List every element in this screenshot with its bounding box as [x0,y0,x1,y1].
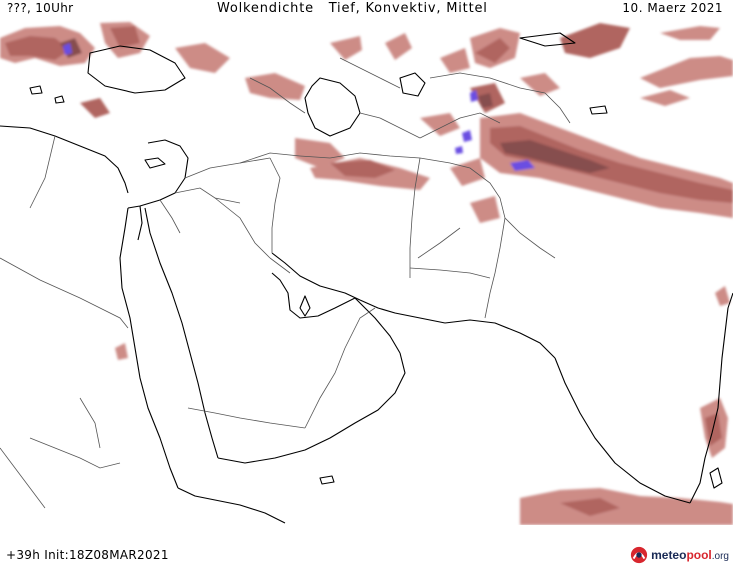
country-borders [0,57,571,509]
footer-bar: +39h Init:18Z08MAR2021 meteopool.org [0,538,733,566]
forecast-date: 10. Maerz 2021 [622,1,723,15]
header-bar: ???, 10Uhr Wolkendichte Tief, Konvektiv,… [0,0,733,18]
brand-part-1: meteo [651,548,687,562]
coastlines [0,32,733,524]
meteopool-logo-icon [630,546,648,564]
convective-areas [63,43,535,171]
forecast-map [0,22,733,525]
brand-part-3: .org [711,551,729,562]
brand-part-2: pool [686,548,712,562]
map-title: Wolkendichte Tief, Konvektiv, Mittel [217,1,488,16]
cloud-mid-areas [5,23,733,516]
cloud-density-layer [0,22,733,525]
brand-text: meteopool.org [651,548,729,562]
run-label: ???, 10Uhr [7,1,74,15]
model-run-info: +39h Init:18Z08MAR2021 [6,548,169,562]
meteopool-brand[interactable]: meteopool.org [630,545,729,565]
cloud-low-areas [0,22,733,525]
